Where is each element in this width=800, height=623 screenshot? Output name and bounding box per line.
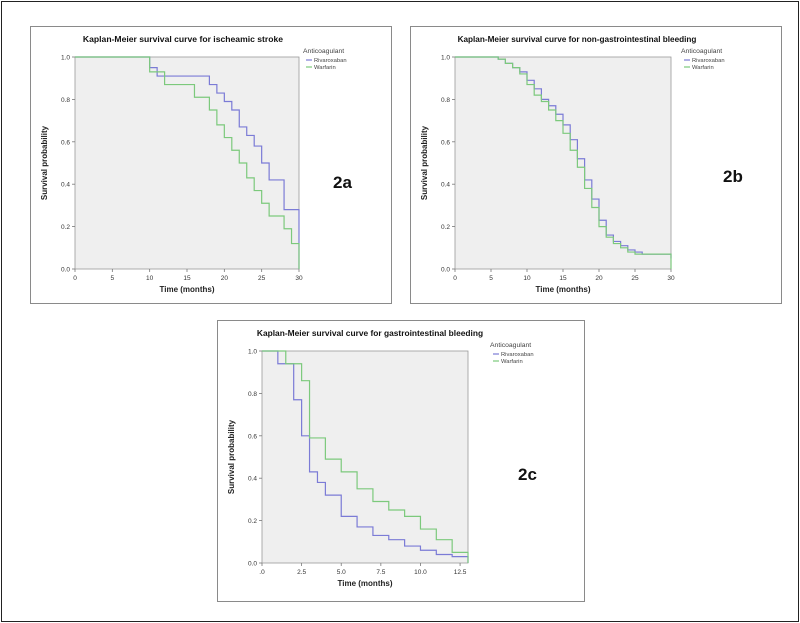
panel-label-2b: 2b [723, 167, 743, 186]
panel-label-2c: 2c [518, 465, 537, 484]
x-tick-label: 20 [221, 275, 229, 282]
chart-title: Kaplan-Meier survival curve for gastroin… [257, 328, 483, 338]
y-tick-label: 0.0 [441, 267, 450, 274]
x-tick-label: 30 [295, 275, 303, 282]
x-tick-label: 2.5 [297, 569, 306, 576]
x-axis-label: Time (months) [160, 285, 215, 294]
x-tick-label: 25 [258, 275, 266, 282]
legend-entry: Rivaroxaban [314, 58, 347, 64]
x-tick-label: .0 [259, 569, 265, 576]
chart-title: Kaplan-Meier survival curve for non-gast… [458, 35, 697, 44]
y-axis-label: Survival probability [420, 125, 429, 200]
chart-panel-2c: Kaplan-Meier survival curve for gastroin… [217, 320, 585, 602]
chart-2c: Kaplan-Meier survival curve for gastroin… [227, 328, 534, 588]
y-tick-label: 0.0 [248, 561, 257, 568]
series-line-warfarin [75, 56, 300, 269]
legend-entry: Rivaroxaban [692, 58, 725, 64]
legend-entry: Warfarin [501, 359, 523, 365]
plot-area [454, 56, 672, 270]
panel-label-2a: 2a [333, 173, 352, 192]
y-axis-label: Survival probability [227, 419, 236, 494]
chart-title: Kaplan-Meier survival curve for ischeami… [83, 34, 283, 44]
y-tick-label: 0.2 [248, 518, 257, 525]
legend-entry: Rivaroxaban [501, 352, 534, 358]
y-tick-label: 0.6 [61, 139, 70, 146]
y-tick-label: 0.4 [248, 476, 257, 483]
x-tick-label: 5 [489, 275, 493, 282]
y-tick-label: 1.0 [61, 55, 70, 62]
y-tick-label: 0.8 [61, 97, 70, 104]
y-tick-label: 0.8 [248, 391, 257, 398]
x-tick-label: 7.5 [376, 569, 385, 576]
series-line-warfarin [262, 350, 469, 563]
y-tick-label: 0.2 [441, 224, 450, 231]
legend-title: Anticoagulant [681, 48, 722, 55]
x-tick-label: 5 [111, 275, 115, 282]
x-tick-label: 25 [631, 275, 639, 282]
series-line-warfarin [455, 56, 672, 269]
x-axis-label: Time (months) [338, 579, 393, 588]
y-axis-label: Survival probability [40, 125, 49, 200]
x-tick-label: 10 [523, 275, 531, 282]
y-tick-label: 0.0 [61, 267, 70, 274]
legend-title: Anticoagulant [490, 342, 531, 349]
y-tick-label: 0.6 [248, 433, 257, 440]
y-tick-label: 1.0 [441, 55, 450, 62]
legend-entry: Warfarin [314, 65, 336, 71]
legend-title: Anticoagulant [303, 48, 344, 55]
x-tick-label: 15 [183, 275, 191, 282]
x-tick-label: 10 [146, 275, 154, 282]
y-tick-label: 0.4 [441, 182, 450, 189]
x-axis-label: Time (months) [536, 285, 591, 294]
x-tick-label: 0 [453, 275, 457, 282]
x-tick-label: 30 [667, 275, 675, 282]
y-tick-label: 0.2 [61, 224, 70, 231]
chart-panel-2a: Kaplan-Meier survival curve for ischeami… [30, 26, 392, 304]
x-tick-label: 10.0 [414, 569, 427, 576]
legend-entry: Warfarin [692, 65, 714, 71]
y-tick-label: 0.4 [61, 182, 70, 189]
y-tick-label: 0.8 [441, 97, 450, 104]
plot-area [261, 350, 469, 564]
x-tick-label: 0 [73, 275, 77, 282]
series-line-rivaroxaban [75, 56, 300, 269]
chart-2b: Kaplan-Meier survival curve for non-gast… [420, 35, 725, 294]
y-tick-label: 1.0 [248, 349, 257, 356]
chart-panel-2b: Kaplan-Meier survival curve for non-gast… [410, 26, 782, 304]
x-tick-label: 20 [595, 275, 603, 282]
x-tick-label: 12.5 [454, 569, 467, 576]
x-tick-label: 15 [559, 275, 567, 282]
y-tick-label: 0.6 [441, 139, 450, 146]
series-line-rivaroxaban [262, 350, 469, 563]
chart-2a: Kaplan-Meier survival curve for ischeami… [40, 34, 347, 294]
x-tick-label: 5.0 [337, 569, 346, 576]
